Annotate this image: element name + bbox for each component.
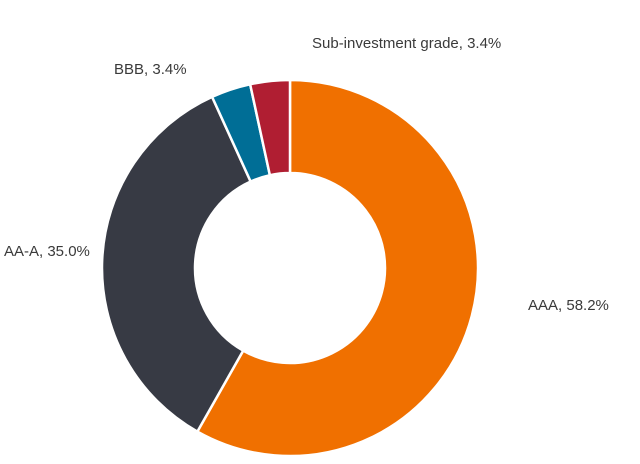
slice-label-bbb: BBB, 3.4%	[114, 61, 187, 78]
slice-aa-a	[100, 95, 253, 434]
slice-label-aa-a: AA-A, 35.0%	[4, 243, 90, 260]
slice-sub-investment-grade	[248, 78, 292, 177]
slice-label-sub-investment-grade: Sub-investment grade, 3.4%	[312, 35, 501, 52]
slice-label-aaa: AAA, 58.2%	[528, 297, 609, 314]
donut-slices	[100, 78, 480, 458]
slice-aaa	[195, 78, 480, 458]
